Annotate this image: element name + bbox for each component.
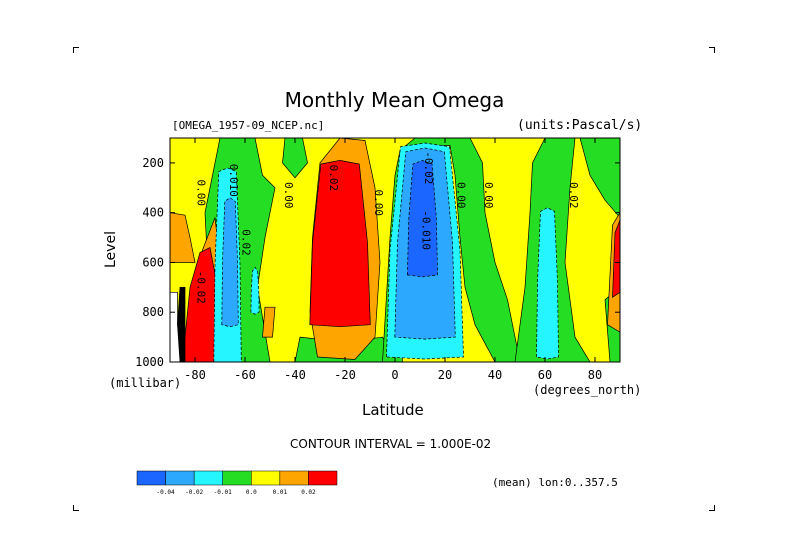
- colorbar-swatch: [279, 470, 309, 486]
- contour-fill-blue-tropics: [407, 160, 438, 278]
- corner-mark-tr: [709, 47, 715, 53]
- contour-fill-lightblue-south: [221, 197, 239, 328]
- x-tick-label: 20: [438, 368, 452, 382]
- colorbar-swatch: [193, 470, 223, 486]
- colorbar-label: 0.01: [273, 489, 288, 496]
- contour-label: 0.00: [195, 180, 208, 207]
- x-tick-label: 0: [391, 368, 398, 382]
- contour-fill-green-band-f: [579, 138, 620, 219]
- x-tick-label: -60: [234, 368, 256, 382]
- corner-mark-tl: [73, 47, 79, 53]
- contour-label: 0.00: [282, 182, 295, 209]
- y-tick-label: 200: [142, 156, 164, 170]
- x-tick-label: -20: [334, 368, 356, 382]
- colorbar-swatch: [222, 470, 252, 486]
- contour-label: 0.02: [240, 229, 253, 256]
- file-label: [OMEGA_1957-09_NCEP.nc]: [172, 119, 325, 132]
- x-axis-unit: (degrees_north): [533, 383, 642, 397]
- x-tick-label: -80: [184, 368, 206, 382]
- contour-label: 0.02: [567, 182, 580, 209]
- y-tick-label: 400: [142, 206, 164, 220]
- x-tick-label: 40: [488, 368, 502, 382]
- x-tick-label: 80: [588, 368, 602, 382]
- mean-longitude-label: (mean) lon:0..357.5: [492, 476, 618, 489]
- colorbar-swatch: [165, 470, 195, 486]
- contour-label: 0.00: [482, 182, 495, 209]
- colorbar-swatch: [251, 470, 281, 486]
- contour-fill-orange-edge: [170, 212, 196, 263]
- contour-fill-cyan-north: [536, 207, 559, 360]
- y-tick-label: 600: [142, 255, 164, 269]
- colorbar-label: -0.04: [157, 489, 175, 496]
- x-tick-label: 60: [538, 368, 552, 382]
- contour-fill-cyan-speck: [250, 266, 260, 315]
- x-tick-label: -40: [284, 368, 306, 382]
- contour-fill-red-north: [612, 219, 620, 298]
- colorbar-label: -0.02: [185, 489, 203, 496]
- x-axis-title: Latitude: [362, 401, 424, 419]
- contour-label: 0.00: [455, 182, 468, 209]
- colorbar-label: 0.0: [246, 489, 257, 496]
- colorbar-label: -0.01: [214, 489, 232, 496]
- contour-fill-red-west: [309, 160, 371, 328]
- corner-mark-br: [709, 505, 715, 511]
- contour-fill-green-band-b: [282, 138, 308, 179]
- y-tick-label: 800: [142, 305, 164, 319]
- y-tick-label: 1000: [135, 355, 164, 369]
- contour-label: 0.02: [327, 165, 340, 192]
- contour-label: -0.02: [195, 271, 208, 304]
- dense-contour-lines: [177, 286, 186, 362]
- corner-mark-bl: [73, 505, 79, 511]
- contour-label: -0.010: [420, 210, 433, 250]
- y-axis-unit: (millibar): [109, 376, 182, 390]
- contour-label: -0.02: [422, 151, 435, 184]
- contour-field: 0.00 0.00 0.00 0.00 0.00 0.02 0.02 0.010 -0.02 -0…: [170, 138, 620, 362]
- contour-label: 0.010: [227, 164, 240, 197]
- contour-fill-red-south: [182, 246, 223, 362]
- contour-interval-label: CONTOUR INTERVAL = 1.000E-02: [290, 437, 492, 451]
- colorbar-label: 0.02: [301, 489, 316, 496]
- chart-title: Monthly Mean Omega: [284, 88, 505, 112]
- colorbar-swatch: [308, 470, 338, 486]
- units-label: (units:Pascal/s): [517, 118, 643, 133]
- colorbar-swatch: [136, 470, 166, 486]
- contour-fill-orange-speck: [262, 306, 276, 338]
- contour-label: 0.00: [372, 189, 385, 216]
